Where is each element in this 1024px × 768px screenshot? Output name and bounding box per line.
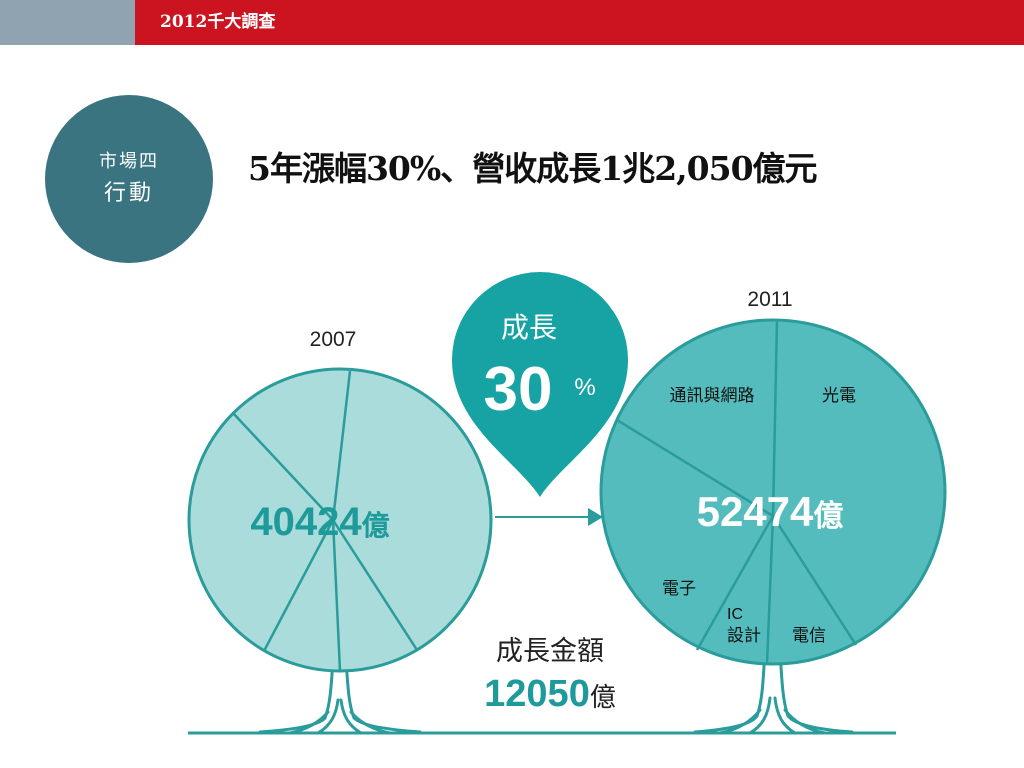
right-value-number: 52474 bbox=[697, 488, 814, 535]
header-bar bbox=[0, 0, 1024, 45]
year-2011-label: 2011 bbox=[747, 288, 792, 311]
segment-ic-line2: 設計 bbox=[727, 626, 761, 646]
amount-value-number: 12050 bbox=[484, 673, 590, 715]
left-value-number: 40424 bbox=[250, 500, 362, 544]
header-accent-block bbox=[0, 0, 135, 45]
section-badge: 市場四 行動 bbox=[45, 95, 213, 263]
year-2007-label: 2007 bbox=[310, 328, 357, 351]
right-value-unit: 億 bbox=[813, 500, 843, 533]
left-circle-dividers bbox=[232, 370, 419, 672]
amount-value-unit: 億 bbox=[590, 682, 616, 712]
right-value: 52474億 bbox=[697, 488, 844, 535]
right-circle-dividers bbox=[616, 319, 858, 665]
left-tree-trunk bbox=[258, 658, 422, 735]
segment-ic-line1: IC bbox=[727, 606, 743, 623]
growth-arrow bbox=[495, 508, 603, 526]
header-title: 2012千大調查 bbox=[160, 12, 276, 32]
right-tree-trunk bbox=[693, 648, 854, 735]
left-value-unit: 億 bbox=[362, 510, 390, 541]
amount-label: 成長金額 bbox=[496, 636, 604, 667]
badge-line1: 市場四 bbox=[99, 151, 159, 172]
amount-value: 12050億 bbox=[484, 673, 616, 715]
growth-value: 30 bbox=[484, 355, 553, 424]
segment-electronics: 電子 bbox=[662, 579, 696, 599]
segment-optoelectronics: 光電 bbox=[822, 386, 856, 406]
badge-line2: 行動 bbox=[103, 181, 154, 206]
growth-pin bbox=[452, 272, 628, 497]
segment-telecom-network: 通訊與網路 bbox=[670, 386, 755, 406]
left-value: 40424億 bbox=[250, 500, 389, 544]
segment-telecom: 電信 bbox=[792, 626, 826, 646]
growth-label: 成長 bbox=[501, 311, 557, 344]
growth-unit: % bbox=[574, 374, 595, 401]
slide-title: 5年漲幅30%、營收成長1兆2,050億元 bbox=[248, 149, 818, 188]
